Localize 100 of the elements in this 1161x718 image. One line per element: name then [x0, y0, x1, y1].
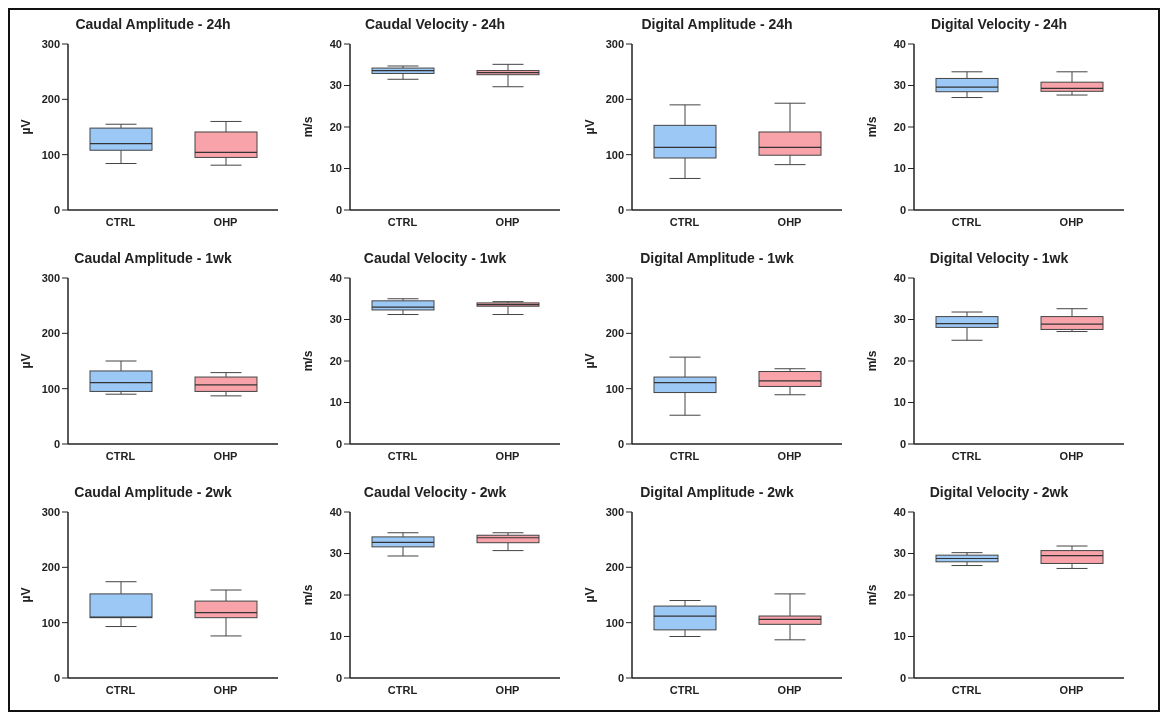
x-tick-label: CTRL — [105, 215, 136, 228]
y-tick-label: 100 — [41, 382, 60, 395]
x-tick-label: OHP — [1059, 683, 1084, 696]
y-tick-label: 20 — [893, 588, 906, 601]
chart-title: Digital Velocity - 1wk — [928, 250, 1070, 268]
y-tick-label: 0 — [335, 203, 342, 216]
y-tick-label: 30 — [893, 313, 906, 326]
y-tick-label: 30 — [329, 547, 342, 560]
y-tick-label: 30 — [893, 79, 906, 92]
chart-title: Caudal Amplitude - 24h — [74, 16, 232, 34]
y-axis-title: m/s — [301, 116, 316, 138]
x-tick-label: OHP — [777, 215, 802, 228]
chart-title: Digital Velocity - 2wk — [928, 484, 1070, 502]
y-tick-label: 100 — [41, 148, 60, 161]
y-tick-label: 300 — [605, 505, 624, 518]
y-tick-label: 100 — [605, 382, 624, 395]
y-tick-label: 200 — [605, 327, 624, 340]
y-tick-label: 10 — [329, 162, 342, 175]
y-tick-label: 10 — [329, 630, 342, 643]
y-tick-label: 100 — [605, 148, 624, 161]
y-tick-label: 30 — [893, 547, 906, 560]
y-tick-label: 40 — [329, 37, 342, 50]
y-tick-label: 0 — [617, 671, 624, 684]
y-tick-label: 40 — [893, 505, 906, 518]
x-tick-label: OHP — [1059, 449, 1084, 462]
y-tick-label: 30 — [329, 313, 342, 326]
x-tick-label: CTRL — [669, 683, 700, 696]
y-tick-label: 300 — [41, 271, 60, 284]
y-tick-label: 0 — [53, 203, 60, 216]
y-tick-label: 20 — [893, 354, 906, 367]
y-tick-label: 10 — [893, 630, 906, 643]
chart-title: Caudal Velocity - 2wk — [362, 484, 508, 502]
y-tick-label: 0 — [53, 437, 60, 450]
x-tick-label: CTRL — [951, 449, 982, 462]
y-axis-title: µV — [583, 587, 598, 603]
y-axis-title: µV — [19, 119, 34, 135]
x-tick-label: CTRL — [387, 215, 418, 228]
y-axis-title: µV — [19, 587, 34, 603]
y-axis-title: µV — [583, 353, 598, 369]
x-tick-label: OHP — [495, 449, 520, 462]
y-tick-label: 10 — [329, 396, 342, 409]
x-tick-label: OHP — [777, 449, 802, 462]
y-tick-label: 20 — [329, 354, 342, 367]
y-tick-label: 40 — [329, 271, 342, 284]
x-tick-label: CTRL — [951, 215, 982, 228]
y-tick-label: 40 — [893, 37, 906, 50]
y-tick-label: 300 — [41, 505, 60, 518]
y-tick-label: 20 — [329, 120, 342, 133]
x-tick-label: OHP — [777, 683, 802, 696]
y-tick-label: 0 — [899, 671, 906, 684]
chart-title: Digital Amplitude - 2wk — [639, 484, 795, 502]
x-tick-label: OHP — [495, 215, 520, 228]
y-tick-label: 20 — [893, 120, 906, 133]
y-tick-label: 40 — [893, 271, 906, 284]
x-tick-label: OHP — [213, 215, 238, 228]
x-tick-label: CTRL — [669, 449, 700, 462]
x-tick-label: CTRL — [387, 449, 418, 462]
y-tick-label: 20 — [329, 588, 342, 601]
y-tick-label: 30 — [329, 79, 342, 92]
y-tick-label: 200 — [605, 93, 624, 106]
x-tick-label: OHP — [495, 683, 520, 696]
x-tick-label: OHP — [213, 683, 238, 696]
chart-title: Digital Amplitude - 24h — [640, 16, 794, 34]
chart-title: Caudal Amplitude - 2wk — [73, 484, 233, 502]
y-tick-label: 0 — [53, 671, 60, 684]
y-tick-label: 10 — [893, 396, 906, 409]
chart-title: Caudal Amplitude - 1wk — [73, 250, 233, 268]
y-tick-label: 0 — [335, 671, 342, 684]
x-tick-label: OHP — [1059, 215, 1084, 228]
chart-title: Caudal Velocity - 24h — [363, 16, 507, 34]
x-tick-label: OHP — [213, 449, 238, 462]
x-tick-label: CTRL — [105, 449, 136, 462]
chart-title: Digital Amplitude - 1wk — [639, 250, 795, 268]
y-tick-label: 0 — [899, 437, 906, 450]
y-tick-label: 0 — [617, 437, 624, 450]
y-axis-title: µV — [583, 119, 598, 135]
chart-title: Digital Velocity - 24h — [929, 16, 1069, 34]
x-tick-label: CTRL — [669, 215, 700, 228]
y-axis-title: m/s — [865, 350, 880, 372]
y-tick-label: 40 — [329, 505, 342, 518]
y-tick-label: 10 — [893, 162, 906, 175]
y-tick-label: 0 — [899, 203, 906, 216]
y-axis-title: m/s — [301, 350, 316, 372]
figure-frame: Caudal Amplitude - 24h CTRL OHP 0 100 200 300 µV Caudal Velocity - 24h CTRL OHP 0 10 20 30 40 m/s Digital Amplitude - 24h CTRL OHP 0 100 200 300 µV Digital Velocity - 24h CTRL OHP 0 10 20 30 40 m/s Caudal Amplitude - 1wk CTRL OHP 0 100 200 300 µV Caudal Velocity - 1wk CTRL OHP 0 10 20 30 40 m/s Digital Amplitude - 1wk CTRL OHP 0 100 200 300 µV Digital Velocity - 1wk CTRL OHP 0 10 20 30 40 m/s Caudal Amplitude - 2wk CTRL OHP 0 100 200 300 µV Caudal Velocity - 2wk CTRL OHP 0 10 20 30 40 m/s Digital Amplitude - 2wk CTRL OHP 0 100 200 300 µV Digital Velocity - 2wk CTRL OHP 0 10 20 30 40 m/s — [8, 8, 1160, 712]
chart-title: Caudal Velocity - 1wk — [362, 250, 508, 268]
y-tick-label: 300 — [605, 271, 624, 284]
x-tick-label: CTRL — [951, 683, 982, 696]
y-tick-label: 200 — [605, 561, 624, 574]
y-tick-label: 200 — [41, 93, 60, 106]
y-axis-title: m/s — [865, 116, 880, 138]
y-tick-label: 100 — [605, 616, 624, 629]
y-tick-label: 300 — [605, 37, 624, 50]
y-axis-title: m/s — [865, 584, 880, 606]
y-tick-label: 0 — [617, 203, 624, 216]
y-tick-label: 300 — [41, 37, 60, 50]
y-tick-label: 200 — [41, 327, 60, 340]
x-tick-label: CTRL — [387, 683, 418, 696]
y-tick-label: 200 — [41, 561, 60, 574]
y-tick-label: 0 — [335, 437, 342, 450]
y-axis-title: µV — [19, 353, 34, 369]
